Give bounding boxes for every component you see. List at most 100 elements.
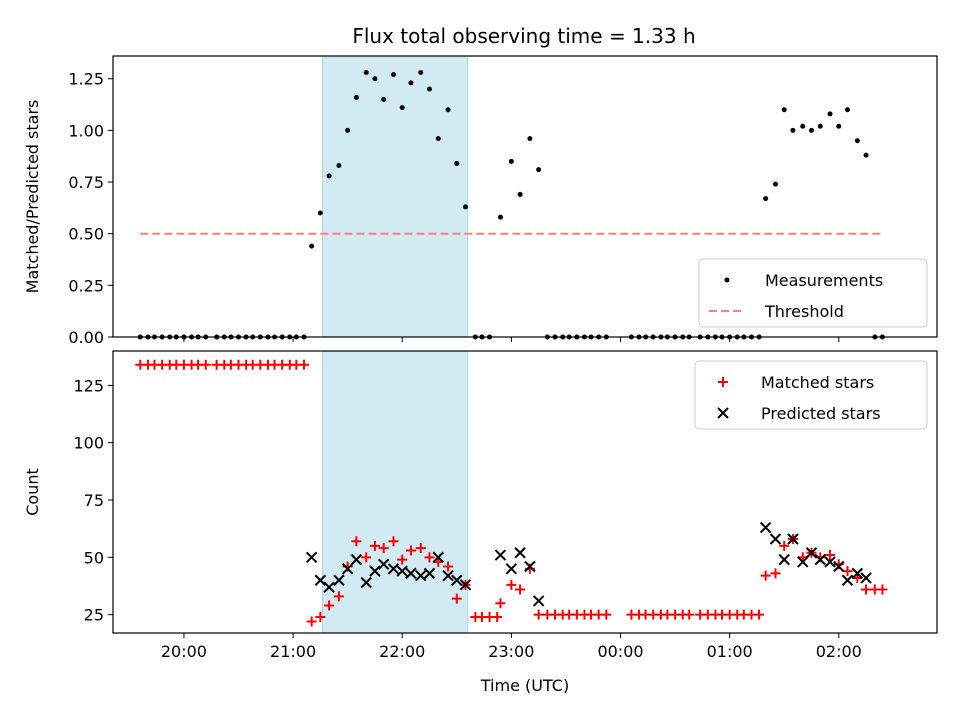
data-point (825, 550, 836, 561)
legend-box (694, 360, 928, 430)
x-tick-label: 21:00 (270, 642, 316, 661)
data-point (772, 181, 778, 187)
y-tick-label: 0.75 (68, 173, 104, 192)
data-point (445, 107, 451, 113)
data-point (315, 611, 326, 622)
y-axis-label: Matched/Predicted stars (23, 100, 42, 294)
data-point (459, 579, 472, 591)
chart-title: Flux total observing time = 1.33 h (352, 24, 695, 48)
data-point (517, 191, 523, 197)
data-point (324, 600, 335, 611)
data-point (833, 560, 845, 573)
legend-label: Matched stars (761, 373, 874, 392)
x-tick-label: 00:00 (597, 642, 643, 661)
legend: Measurements Threshold (698, 258, 928, 328)
data-point (378, 543, 389, 554)
data-point (787, 533, 799, 545)
data-point (360, 576, 372, 589)
data-point (390, 72, 396, 78)
data-point (387, 563, 400, 575)
data-point (524, 560, 536, 573)
legend-swatch (717, 407, 729, 419)
data-point (381, 96, 387, 102)
data-point (854, 138, 860, 144)
x-tick-label: 20:00 (161, 642, 207, 661)
data-point (814, 553, 826, 566)
data-point (860, 572, 872, 584)
data-point (396, 565, 408, 577)
data-point (363, 70, 369, 76)
data-point (361, 552, 372, 563)
axes-frame (112, 55, 938, 338)
data-point (423, 567, 436, 580)
data-point (760, 570, 771, 581)
data-point (443, 561, 454, 572)
x-tick-label: 01:00 (707, 642, 753, 661)
data-point (827, 111, 833, 117)
legend-label: Measurements (765, 271, 883, 290)
data-point (326, 173, 332, 179)
data-point (333, 591, 344, 602)
data-point (790, 127, 796, 133)
legend-swatch (718, 377, 728, 387)
data-point (770, 568, 781, 579)
data-point (497, 214, 503, 220)
data-point (763, 196, 769, 202)
x-tick-label: 23:00 (488, 642, 534, 661)
data-point (514, 547, 526, 559)
data-point (309, 243, 315, 249)
y-tick-label: 125 (73, 376, 104, 395)
highlight-span (322, 350, 469, 634)
data-point (778, 553, 790, 566)
data-point (808, 127, 814, 133)
y-tick-label: 75 (84, 491, 104, 510)
data-point (435, 136, 441, 142)
y-tick-label: 1.00 (68, 121, 104, 140)
data-point (442, 569, 454, 582)
highlight-span (322, 55, 469, 338)
data-point (397, 554, 408, 565)
legend: Matched stars Predicted stars (694, 360, 928, 430)
data-point (372, 76, 378, 82)
x-tick-label: 02:00 (816, 642, 862, 661)
data-point (298, 359, 309, 370)
data-point (369, 540, 380, 551)
data-point (451, 574, 463, 586)
x-axis-label: Time (UTC) (480, 676, 569, 695)
legend-label: Predicted stars (761, 404, 881, 423)
y-tick-label: 25 (84, 606, 104, 625)
data-point (432, 551, 444, 564)
top-panel: 0.00 0.25 0.50 0.75 1.00 1.25 Matched/Predicte… (23, 55, 938, 347)
data-point (779, 540, 790, 551)
data-point (508, 158, 514, 164)
data-point (427, 86, 433, 92)
data-point (863, 152, 869, 158)
data-point (369, 565, 381, 577)
data-point (305, 551, 318, 564)
data-point (684, 609, 695, 620)
data-point (506, 579, 517, 590)
data-point (836, 123, 842, 129)
legend-box (698, 258, 928, 328)
data-point (601, 609, 612, 620)
data-point (424, 552, 435, 563)
data-point (527, 136, 533, 142)
data-point (463, 204, 469, 210)
data-point (451, 593, 462, 604)
data-point (415, 543, 426, 554)
data-point (408, 80, 414, 86)
data-point (536, 167, 542, 173)
data-point (306, 616, 317, 627)
data-point (200, 359, 211, 370)
data-point (805, 547, 818, 559)
data-point (377, 558, 390, 570)
data-point (317, 210, 323, 216)
x-tick-label: 22:00 (379, 642, 425, 661)
data-point (532, 595, 545, 607)
data-point (345, 127, 351, 133)
data-point (418, 70, 424, 76)
y-tick-label: 0.25 (68, 276, 104, 295)
data-point (405, 545, 416, 556)
bottom-panel: 25 50 75 100 125 20:00 21:00 22:00 23:00 00:00 01:… (23, 350, 938, 695)
